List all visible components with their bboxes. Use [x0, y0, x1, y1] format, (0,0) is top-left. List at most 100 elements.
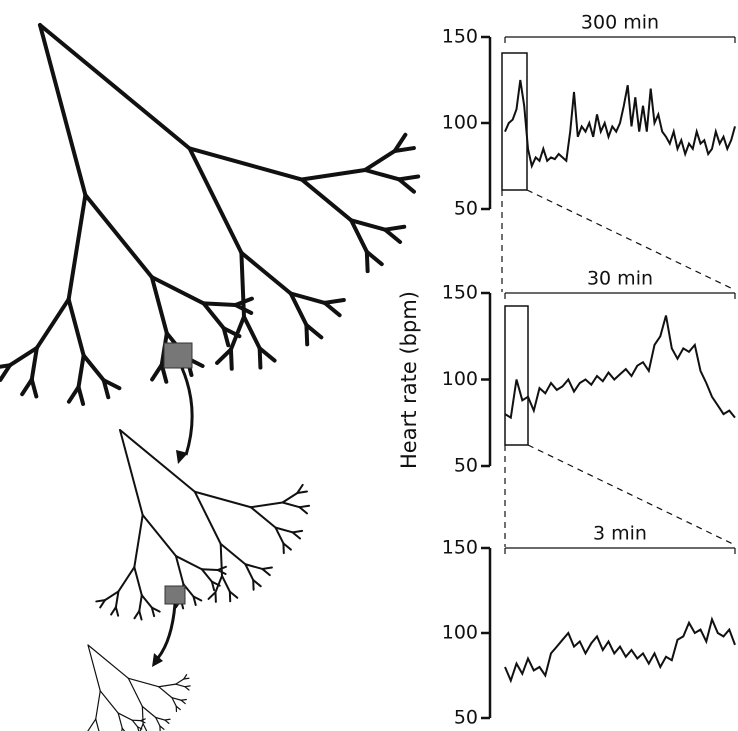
tree-branch	[244, 563, 255, 582]
tree-branch	[184, 686, 190, 691]
tree-branch	[349, 218, 388, 232]
tree-branch	[99, 690, 119, 714]
tree-branch	[216, 569, 227, 575]
y-tick-label: 100	[442, 368, 478, 390]
time-span-label: 300 min	[581, 12, 659, 34]
tree-branch	[95, 690, 101, 720]
y-axis-label: Heart rate (bpm)	[397, 291, 421, 469]
tree-branch	[150, 362, 164, 382]
tree-branch	[193, 490, 222, 545]
tree-branch	[383, 224, 407, 232]
tree-branch	[201, 301, 226, 331]
arrow-head	[152, 653, 163, 667]
tree-branch	[221, 326, 242, 339]
tree-branch	[174, 555, 203, 571]
tree-branch	[363, 148, 397, 172]
tree-branch	[83, 193, 154, 280]
tree-branch	[239, 250, 246, 319]
tree-branch	[187, 146, 244, 255]
tree-branch	[141, 514, 177, 558]
tree-branch	[180, 698, 187, 701]
tree-branch	[210, 580, 216, 592]
tree-branch	[158, 686, 173, 699]
y-tick-label: 50	[454, 707, 478, 729]
tree-branch	[159, 725, 165, 730]
zoom-arrow	[156, 603, 177, 659]
tree-branch	[183, 677, 190, 680]
tree-branch	[119, 429, 144, 517]
tree-branch	[139, 723, 144, 731]
tree-branch	[291, 529, 304, 534]
tree-branch	[99, 599, 106, 609]
tree-branch	[66, 193, 88, 302]
tree-branch	[281, 501, 301, 509]
tree-branch	[183, 674, 188, 680]
tree-branch	[76, 384, 86, 406]
tree-branch	[121, 727, 126, 731]
tree-branch	[38, 23, 88, 198]
tree-branch	[141, 705, 144, 725]
y-tick-label: 100	[442, 112, 478, 134]
tree-branch	[299, 177, 354, 223]
tree-branch	[200, 568, 213, 583]
tree-branch	[304, 323, 324, 340]
tree-branch	[142, 723, 148, 731]
tree-branch	[233, 303, 254, 315]
tree-branch	[244, 563, 264, 570]
tree-branch	[363, 167, 402, 182]
tree-branch	[81, 353, 106, 383]
charts: 50 100 150 300 min 50 100 150 30 min Heart rate …	[397, 12, 736, 729]
y-tick-label: 150	[442, 537, 478, 559]
tree-branch	[349, 218, 369, 254]
tree-branch	[131, 719, 139, 728]
tree-branch	[114, 606, 120, 617]
tree-branch	[274, 526, 294, 534]
tree-branch	[29, 377, 39, 399]
tree-branch	[29, 345, 39, 382]
tree-branch	[184, 685, 191, 688]
tree-branch	[175, 678, 185, 685]
tree-branch	[239, 250, 293, 296]
tree-branch	[103, 590, 120, 602]
tree-branch	[95, 718, 100, 731]
tree-branch	[187, 146, 304, 182]
tree-branch	[220, 574, 231, 593]
tree-branch	[127, 677, 160, 688]
tree-branch	[117, 712, 133, 721]
tree-branch	[201, 301, 238, 308]
tree-branch	[241, 314, 262, 351]
tree-branch	[87, 644, 101, 692]
tree-branch	[392, 132, 408, 153]
tree-branch	[127, 677, 143, 708]
tree-branch	[296, 483, 304, 494]
tree-branch	[149, 275, 206, 306]
tree-branch	[219, 542, 247, 566]
fractal-trees	[0, 23, 421, 731]
tree-branch	[171, 697, 182, 701]
tree-branch	[288, 291, 327, 305]
tree-branch	[210, 580, 221, 587]
tree-branch	[322, 300, 342, 318]
tree-branch	[282, 542, 292, 551]
tree-branch	[158, 683, 177, 688]
tree-branch	[0, 363, 12, 369]
tree-branch	[95, 599, 106, 603]
tree-branch	[171, 697, 177, 707]
tree-branch	[298, 504, 311, 509]
tree-branch	[20, 377, 34, 397]
tree-branch	[101, 378, 122, 391]
tree-branch	[7, 345, 39, 368]
tree-branch	[298, 506, 308, 515]
tree-branch	[175, 705, 181, 711]
heart-rate-line	[504, 79, 736, 170]
zoom-square	[164, 585, 186, 605]
zoom-arrow	[180, 367, 194, 456]
tree-branch	[133, 566, 143, 597]
y-tick-label: 50	[454, 198, 478, 220]
tree-branch	[274, 526, 285, 545]
heart-rate-line	[504, 315, 736, 420]
tree-branch	[149, 275, 169, 336]
tree-branch	[392, 146, 416, 153]
tree-branch	[383, 227, 403, 245]
arrow-head	[176, 450, 188, 464]
